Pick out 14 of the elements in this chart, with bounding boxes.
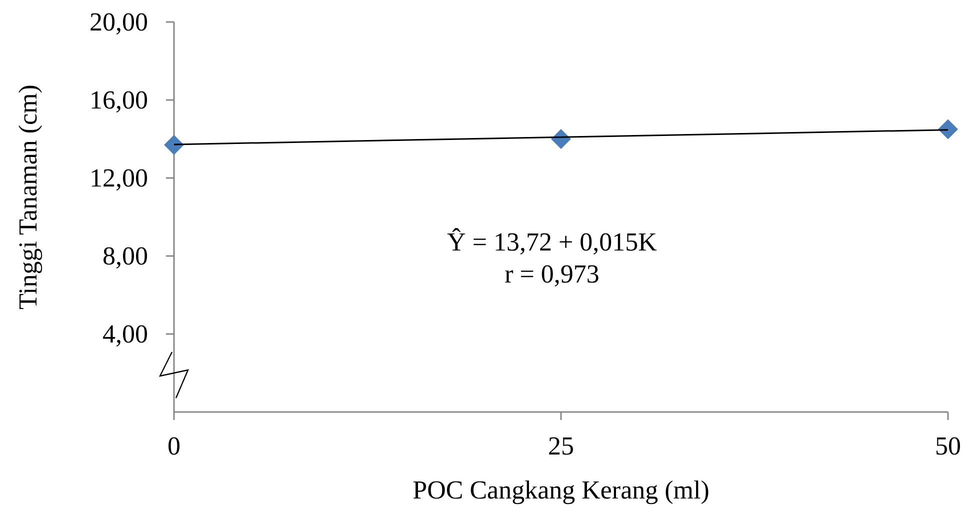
y-tick-label: 12,00: [90, 164, 148, 192]
y-tick-label: 8,00: [102, 242, 148, 270]
x-tick-label: 0: [168, 432, 180, 460]
y-tick-label: 16,00: [90, 86, 148, 114]
x-axis-title: POC Cangkang Kerang (ml): [412, 476, 710, 504]
annotation: r = 0,973: [504, 260, 600, 288]
point: [164, 134, 184, 155]
y-tick-label: 4,00: [102, 320, 148, 348]
y-axis-title: Tinggi Tanaman (cm): [14, 84, 42, 310]
point: [938, 119, 958, 140]
annotation: Ŷ = 13,72 + 0,015K: [447, 228, 658, 256]
x-tick-label: 25: [548, 432, 574, 460]
y-tick-label: 20,00: [90, 8, 148, 36]
x-tick-label: 50: [935, 432, 961, 460]
